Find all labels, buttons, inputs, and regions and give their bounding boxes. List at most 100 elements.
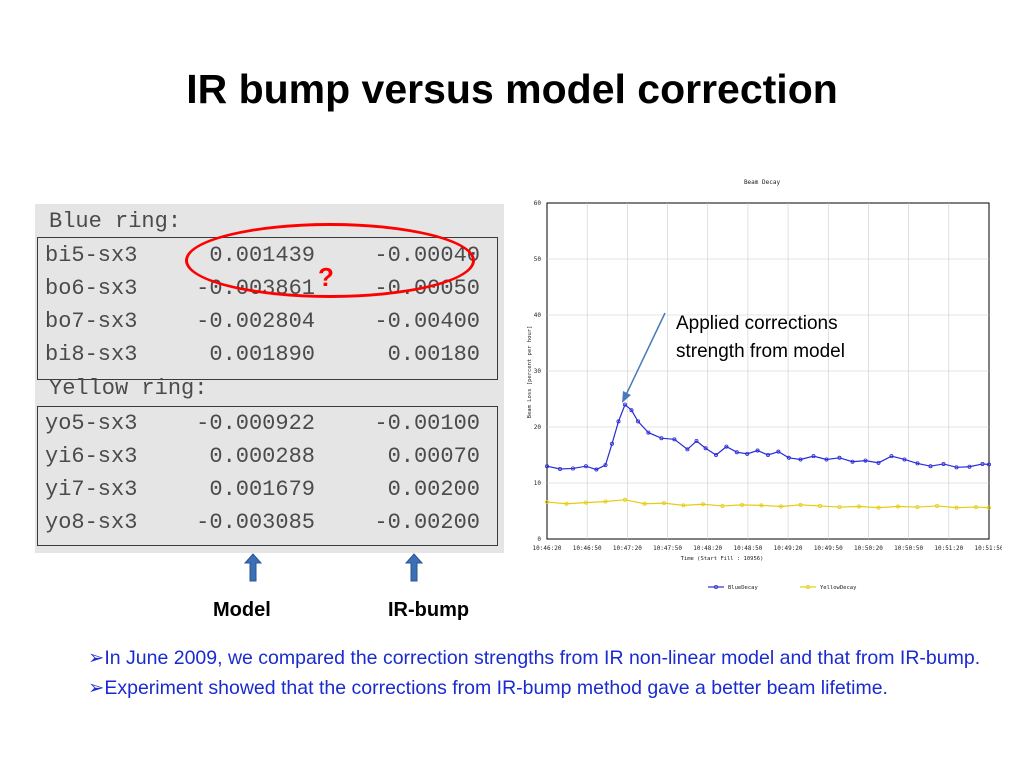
bullet-text: In June 2009, we compared the correction… [104,647,981,669]
row-irbump-value: -0.00100 [374,411,480,436]
row-model-value: 0.001890 [209,342,315,367]
data-point [817,503,822,508]
data-point [759,503,764,508]
data-point [734,450,739,455]
chart-title: Beam Decay [744,179,781,186]
legend-marker [805,584,810,589]
data-point [941,461,946,466]
row-irbump-value: 0.00180 [387,342,480,367]
data-point [594,467,599,472]
yellow-ring-box [37,406,498,546]
data-point [755,448,760,453]
data-point [629,408,634,413]
y-tick-label: 30 [534,368,542,375]
data-point [646,430,651,435]
data-point [544,500,549,505]
row-name: bo6-sx3 [45,276,138,301]
data-point [713,452,718,457]
data-point [856,504,861,509]
data-point [564,501,569,506]
row-name: yi7-sx3 [45,477,138,502]
data-point [584,500,589,505]
data-point [915,505,920,510]
y-tick-label: 10 [534,480,542,487]
data-point [954,505,959,510]
data-point [584,464,589,469]
data-point [837,455,842,460]
x-tick-label: 10:51:50 [975,545,1002,552]
data-point [837,505,842,510]
row-name: yo8-sx3 [45,510,138,535]
row-model-value: -0.003085 [196,510,315,535]
bullet-item: ➢In June 2009, we compared the correctio… [88,643,998,673]
bullet-list: ➢In June 2009, we compared the correctio… [88,643,998,703]
row-model-value: -0.002804 [196,309,315,334]
data-point [659,436,664,441]
data-point [765,452,770,457]
table-row: yo5-sx3 -0.000922 -0.00100 [45,407,480,440]
data-point [876,505,881,510]
data-point [934,503,939,508]
row-model-value: 0.001679 [209,477,315,502]
x-tick-label: 10:51:20 [934,545,963,552]
model-label: Model [213,599,271,621]
x-tick-label: 10:49:20 [774,545,803,552]
row-name: bi8-sx3 [45,342,138,367]
row-name: yi6-sx3 [45,444,138,469]
data-point [928,464,933,469]
data-point [700,502,705,507]
data-point [973,505,978,510]
table-row: yi6-sx3 0.000288 0.00070 [45,440,480,473]
row-model-value: -0.000922 [196,411,315,436]
row-irbump-value: 0.00200 [387,477,480,502]
data-point [778,504,783,509]
row-name: yo5-sx3 [45,411,138,436]
legend-marker [713,584,718,589]
data-point [603,463,608,468]
data-point [798,457,803,462]
data-point [681,503,686,508]
data-point [798,502,803,507]
data-point [786,455,791,460]
data-point [703,446,708,451]
data-point [889,454,894,459]
data-point [685,447,690,452]
data-point [986,462,991,467]
x-tick-label: 10:49:50 [814,545,843,552]
data-point [902,457,907,462]
x-tick-label: 10:48:50 [733,545,762,552]
data-point [571,466,576,471]
x-tick-label: 10:50:20 [854,545,883,552]
table-row: yo8-sx3 -0.003085 -0.00200 [45,506,480,539]
highlight-ellipse [185,223,475,298]
x-tick-label: 10:46:20 [533,545,562,552]
data-point [544,464,549,469]
data-point [980,461,985,466]
model-up-arrow-icon [243,553,263,582]
data-point [616,419,621,424]
data-point [895,504,900,509]
data-point [850,459,855,464]
legend-label: BlueDecay [728,585,758,591]
data-point [694,438,699,443]
y-tick-label: 60 [534,200,542,207]
data-point [661,501,666,506]
bullet-arrow-icon: ➢ [88,647,105,669]
yellow-ring-header: Yellow ring: [49,376,208,401]
data-point [603,499,608,504]
table-row: bi8-sx3 0.001890 0.00180 [45,338,480,371]
x-axis-label: Time (Start Fill : 10956) [681,556,764,562]
series-line [546,403,990,471]
data-point [824,457,829,462]
series-line [546,499,990,509]
data-point [672,437,677,442]
data-point [915,461,920,466]
irbump-label: IR-bump [388,599,470,621]
data-point [558,466,563,471]
data-point [745,451,750,456]
y-tick-label: 0 [537,536,541,543]
data-point [967,464,972,469]
row-irbump-value: -0.00200 [374,510,480,535]
row-name: bo7-sx3 [45,309,138,334]
data-point [610,441,615,446]
